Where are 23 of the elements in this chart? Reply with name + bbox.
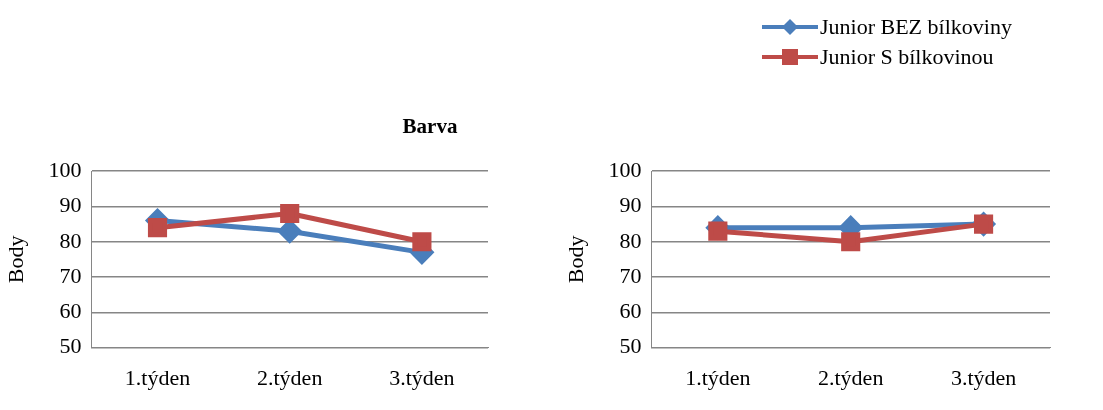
y-tick-label: 90 [59,192,82,218]
y-tick-label: 80 [59,227,82,253]
y-tick-label: 100 [608,156,642,182]
legend-label: Junior BEZ bílkoviny [820,14,1012,40]
y-tick-label: 90 [619,192,642,218]
x-tick-label: 2.týden [818,364,884,390]
x-tick-label: 3.týden [389,364,455,390]
y-tick-label: 100 [48,156,82,182]
y-tick-label: 70 [59,262,82,288]
y-tick-label: 80 [619,227,642,253]
y-tick-label: 50 [59,333,82,359]
x-tick-label: 2.týden [257,364,323,390]
legend-label: Junior S bílkovinou [820,44,994,70]
chart-title: Barva [401,114,459,139]
y-tick-label: 60 [59,298,82,324]
x-tick-label: 3.týden [950,364,1017,390]
y-tick-label: 60 [619,298,642,324]
y-axis-title: Body [2,235,28,284]
x-tick-label: 1.týden [685,364,751,390]
y-tick-label: 70 [619,262,642,288]
x-tick-label: 1.týden [124,364,191,390]
y-axis-title: Body [562,235,588,284]
y-tick-label: 50 [619,333,642,359]
